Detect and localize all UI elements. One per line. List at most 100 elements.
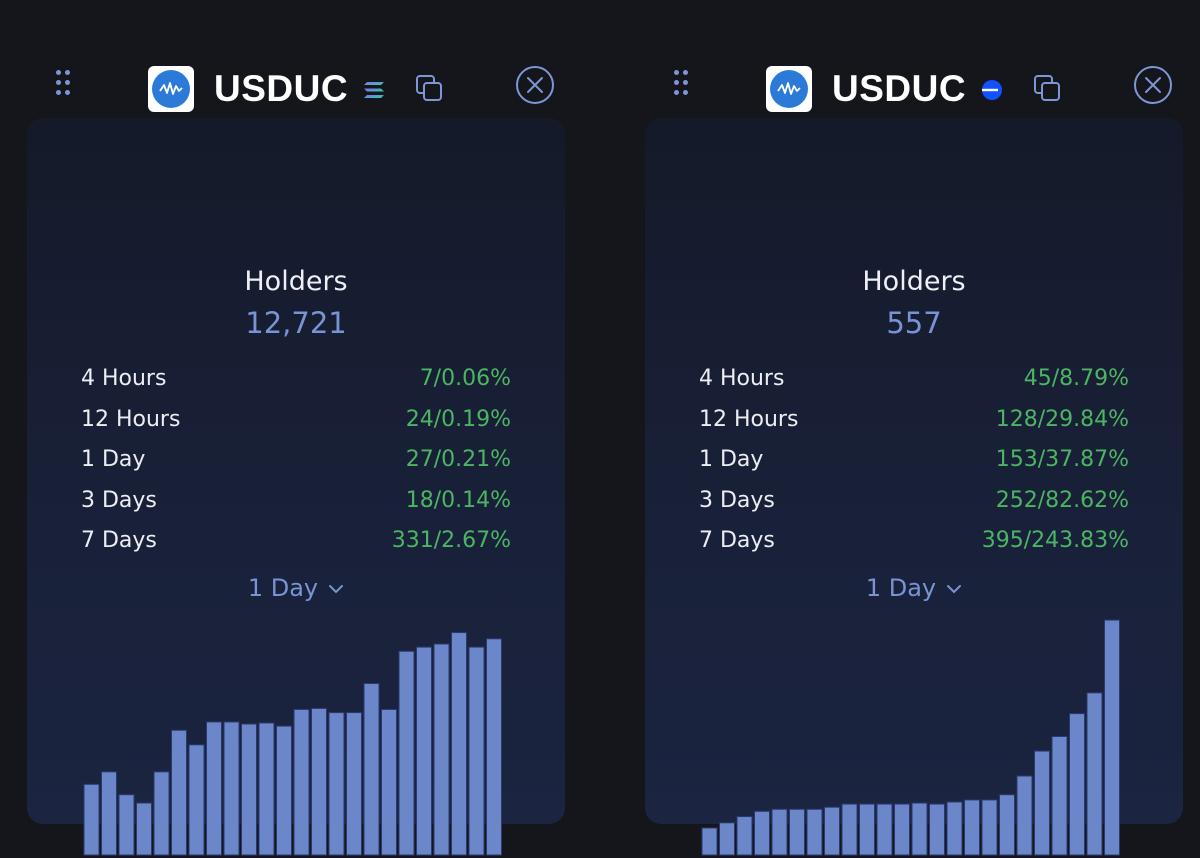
holders-value: 12,721 [245, 306, 347, 340]
stat-label: 7 Days [81, 528, 157, 553]
stat-value: 153/37.87% [995, 447, 1129, 472]
card-header: USDUC [645, 58, 1183, 118]
stat-value: 27/0.21% [405, 447, 511, 472]
chart-bar [293, 708, 310, 856]
base-icon [982, 80, 1002, 100]
stat-label: 3 Days [81, 487, 157, 513]
chart-bar [416, 646, 432, 856]
period-dropdown[interactable]: 1 Day [645, 574, 1183, 602]
copy-icon[interactable] [414, 73, 444, 103]
chart-bar [771, 808, 788, 856]
chart-bar [754, 810, 770, 856]
token-logo [148, 66, 194, 112]
chart-bar [999, 794, 1015, 856]
stat-row: 7 Days 331/2.67% [81, 524, 511, 565]
chart-bar [328, 712, 345, 856]
stat-label: 12 Hours [699, 406, 799, 432]
stat-label: 1 Day [81, 447, 146, 472]
chart-bar [1051, 736, 1068, 856]
stats-list: 4 Hours 45/8.79% 12 Hours 128/29.84% 1 Day… [699, 362, 1129, 565]
chart-bar [206, 721, 222, 856]
chart-bar [118, 794, 135, 856]
holders-bar-chart [701, 619, 1120, 856]
chart-bar [736, 816, 753, 856]
chart-bar [894, 803, 910, 856]
chevron-down-icon [329, 585, 344, 594]
chart-bar [153, 771, 170, 856]
chart-bar [789, 808, 805, 856]
chart-bar [824, 806, 840, 856]
chart-bar [83, 783, 100, 856]
stat-label: 3 Days [699, 487, 775, 513]
chart-bar [946, 801, 963, 856]
copy-icon[interactable] [1032, 73, 1062, 103]
stat-label: 1 Day [699, 447, 764, 472]
stat-label: 7 Days [699, 528, 775, 553]
chart-bar [188, 744, 205, 856]
chart-bar [981, 799, 998, 856]
token-name: USDUC [214, 68, 349, 109]
chart-bar [276, 725, 292, 856]
stat-row: 4 Hours 45/8.79% [699, 362, 1129, 403]
solana-icon [364, 82, 384, 98]
stat-value: 395/243.83% [981, 528, 1129, 553]
chart-bar [806, 808, 823, 856]
chart-bar [171, 729, 187, 856]
holders-bar-chart [83, 632, 502, 856]
chart-bar [223, 721, 240, 856]
stat-row: 4 Hours 7/0.06% [81, 362, 511, 403]
stat-row: 12 Hours 128/29.84% [699, 403, 1129, 444]
chart-bar [876, 803, 893, 856]
stat-row: 3 Days 18/0.14% [81, 484, 511, 525]
stat-label: 4 Hours [699, 366, 785, 391]
token-card: Holders 557 4 Hours 45/8.79% 12 Hours 128/… [645, 118, 1183, 856]
period-dropdown[interactable]: 1 Day [27, 574, 565, 602]
chart-bar [929, 803, 945, 856]
card-header: USDUC [27, 58, 565, 118]
stat-value: 24/0.19% [405, 406, 511, 432]
stat-row: 1 Day 27/0.21% [81, 443, 511, 484]
close-icon[interactable] [515, 65, 555, 105]
stat-value: 331/2.67% [391, 528, 511, 553]
chart-bar [468, 646, 485, 856]
drag-handle-icon[interactable] [671, 68, 691, 100]
holders-label: Holders [862, 266, 966, 297]
chart-bar [346, 712, 362, 856]
period-dropdown-label: 1 Day [247, 574, 319, 602]
stat-label: 4 Hours [81, 366, 167, 391]
token-name: USDUC [832, 68, 967, 109]
chart-bar [701, 827, 718, 856]
chart-bar [136, 802, 152, 856]
chart-bar [241, 723, 257, 856]
stat-label: 12 Hours [81, 406, 181, 432]
chart-bar [841, 803, 858, 856]
chart-bar [258, 722, 275, 856]
stat-value: 128/29.84% [995, 406, 1129, 432]
chart-bar [433, 643, 450, 856]
chart-bar [311, 707, 327, 856]
chart-bar [398, 650, 415, 856]
token-logo [766, 66, 812, 112]
chart-bar [1104, 619, 1120, 856]
drag-handle-icon[interactable] [53, 68, 73, 100]
chevron-down-icon [947, 585, 962, 594]
chart-bar [1069, 713, 1085, 856]
stat-row: 3 Days 252/82.62% [699, 484, 1129, 525]
stat-value: 45/8.79% [1023, 366, 1129, 391]
chart-bar [911, 802, 928, 856]
holders-label: Holders [244, 266, 348, 297]
chart-bar [1034, 750, 1050, 856]
chart-bar [964, 799, 980, 856]
chart-bar [363, 682, 380, 856]
chart-bar [1016, 775, 1033, 856]
stat-value: 252/82.62% [995, 487, 1129, 513]
close-icon[interactable] [1133, 65, 1173, 105]
period-dropdown-label: 1 Day [865, 574, 937, 602]
stat-row: 1 Day 153/37.87% [699, 443, 1129, 484]
stats-list: 4 Hours 7/0.06% 12 Hours 24/0.19% 1 Day 27/… [81, 362, 511, 565]
chart-bar [486, 638, 502, 856]
chart-bar [451, 632, 467, 856]
token-card: Holders 12,721 4 Hours 7/0.06% 12 Hours 24… [27, 118, 565, 856]
stat-row: 7 Days 395/243.83% [699, 524, 1129, 565]
stat-value: 7/0.06% [419, 366, 511, 391]
